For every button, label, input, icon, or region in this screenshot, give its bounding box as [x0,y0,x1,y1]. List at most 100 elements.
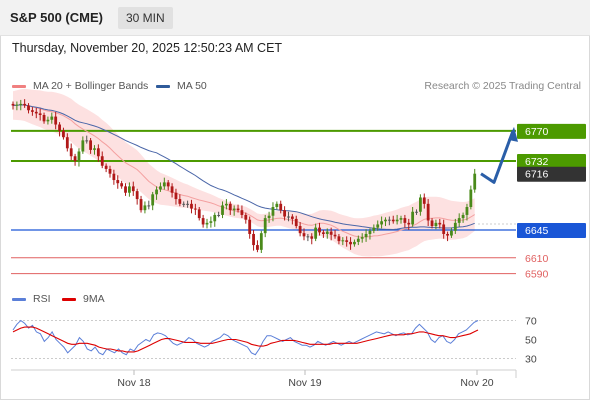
candle-body [151,194,155,206]
candle-body [62,130,65,138]
symbol-title: S&P 500 (CME) [10,10,103,25]
candle-body [143,205,147,211]
candle-body [58,124,61,131]
candle-body [124,186,127,193]
candle-body [391,219,395,222]
candle-body [434,222,438,227]
candle-body [112,173,116,181]
candle-body [139,199,143,211]
candle-body [457,218,461,223]
legend-ma20-swatch [12,84,26,88]
legend-rsi-swatch [12,297,26,301]
candle-body [159,186,162,190]
candle-body [240,210,244,215]
candle-body [290,216,294,219]
candle-body [31,110,34,112]
level-label-bg-6716 [517,166,586,182]
candle-body [294,218,298,227]
candle-body [213,214,217,222]
candle-body [333,234,337,237]
candle-body [225,203,228,206]
candle-body [147,205,151,207]
candle-body [353,241,356,245]
candle-body [263,218,267,234]
candle-body [349,241,352,245]
rsi-tick-30: 30 [525,354,537,366]
legend-rsi: RSI [12,293,51,305]
candle-body [318,227,321,233]
candle-body [372,227,376,231]
time-tick-label: Nov 19 [288,377,321,389]
candle-body [100,156,104,166]
candle-body [341,240,345,242]
candle-body [259,233,263,250]
candle-body [395,219,399,222]
candle-body [128,186,131,193]
candle-body [131,186,135,192]
candle-body [364,233,368,238]
candle-body [135,191,139,200]
candle-body [81,140,85,152]
rsi-line [12,319,479,356]
candle-body [205,222,209,225]
candle-body [446,233,449,236]
candle-body [46,119,50,122]
candle-body [384,219,387,222]
candle-body [116,180,120,184]
legend-ma20: MA 20 + Bollinger Bands [12,80,148,92]
candle-body [232,208,236,211]
candle-body [430,220,434,227]
legend-9ma-swatch [62,297,76,301]
candle-body [465,207,469,215]
candle-body [96,148,100,157]
candle-body [69,148,73,157]
candle-body [34,111,38,114]
timeframe-button[interactable]: 30 MIN [118,7,173,29]
legend-9ma-label: 9MA [83,293,105,305]
candle-body [120,183,124,187]
candle-body [403,218,407,223]
candle-body [93,148,96,150]
candle-body [209,221,213,223]
candle-body [104,165,108,169]
candle-body [411,211,415,225]
legend-ma50: MA 50 [156,80,207,92]
level-label-6770: 6770 [525,126,549,138]
candle-body [193,208,197,210]
candle-body [256,245,259,250]
candle-body [174,192,178,200]
candle-body [85,140,89,142]
candle-body [271,207,275,216]
candle-body [54,116,58,125]
candle-body [197,209,201,219]
candle-body [162,182,166,187]
candle-body [415,211,418,213]
level-label-bg-6732 [517,154,586,169]
candle-body [419,197,422,212]
rsi-tick-50: 50 [525,335,537,347]
candle-body [50,116,54,120]
candle-body [356,238,360,242]
level-label-6645: 6645 [525,225,549,237]
candle-body [407,222,411,225]
candle-body [228,203,232,211]
bollinger-band [13,88,475,257]
candle-body [217,214,221,216]
candle-body [155,189,158,195]
legend-ma50-label: MA 50 [177,80,207,92]
forecast-arrowhead [508,126,518,142]
legend-ma50-swatch [156,84,170,88]
research-credit: Research © 2025 Trading Central [424,80,581,92]
candle-body [442,224,446,234]
candle-body [322,232,325,234]
candle-body [170,186,174,193]
candle-body [42,115,46,122]
candle-body [73,156,77,161]
candle-body [399,218,403,220]
candle-body [438,222,442,225]
candle-body [345,240,349,242]
rsi-9ma-line [12,326,479,353]
level-label-6732: 6732 [525,156,549,168]
rsi-tick-70: 70 [525,316,537,328]
